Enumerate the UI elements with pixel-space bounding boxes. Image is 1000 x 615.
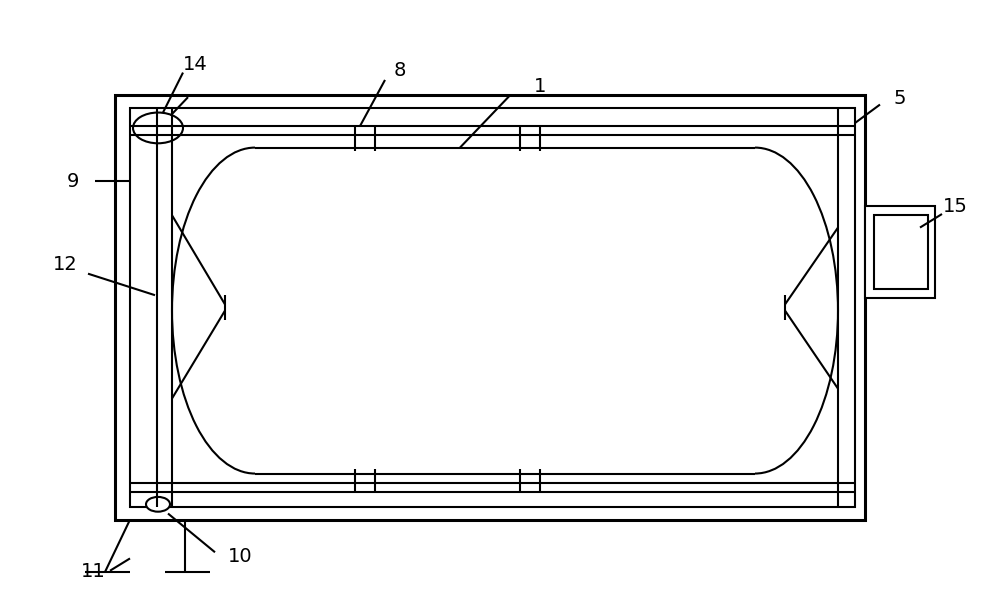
- Text: 10: 10: [228, 547, 252, 566]
- Circle shape: [133, 113, 183, 143]
- Bar: [130, 108, 855, 507]
- Text: 1: 1: [534, 77, 546, 95]
- Text: 8: 8: [394, 62, 406, 80]
- Text: 15: 15: [943, 197, 967, 215]
- Text: 12: 12: [53, 255, 77, 274]
- Bar: [865, 206, 935, 298]
- Text: 9: 9: [67, 172, 79, 191]
- Text: 5: 5: [894, 89, 906, 108]
- Bar: [874, 215, 928, 289]
- Bar: [115, 95, 865, 520]
- Circle shape: [146, 497, 170, 512]
- Text: 14: 14: [183, 55, 207, 74]
- Text: 11: 11: [81, 563, 105, 581]
